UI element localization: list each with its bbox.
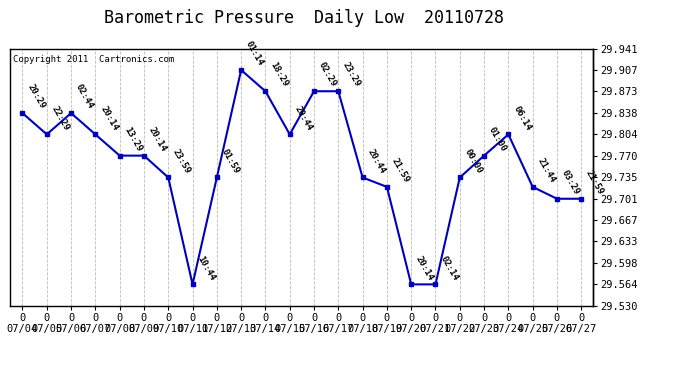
Text: 03:29: 03:29 [560,168,581,196]
Text: 21:44: 21:44 [535,157,557,184]
Text: 20:14: 20:14 [147,125,168,153]
Text: 20:14: 20:14 [98,104,119,132]
Text: 23:59: 23:59 [171,147,193,175]
Text: 10:44: 10:44 [195,254,217,282]
Text: 01:14: 01:14 [244,40,265,68]
Text: Copyright 2011  Cartronics.com: Copyright 2011 Cartronics.com [13,55,175,64]
Text: 13:29: 13:29 [123,125,144,153]
Text: 06:14: 06:14 [511,104,533,132]
Text: 02:14: 02:14 [438,254,460,282]
Text: 02:44: 02:44 [74,83,95,111]
Text: 21:59: 21:59 [390,157,411,184]
Text: 18:29: 18:29 [268,61,290,89]
Text: 01:59: 01:59 [219,147,241,175]
Text: 20:14: 20:14 [414,254,435,282]
Text: 22:29: 22:29 [50,104,71,132]
Text: Barometric Pressure  Daily Low  20110728: Barometric Pressure Daily Low 20110728 [104,9,504,27]
Text: 20:44: 20:44 [366,147,387,175]
Text: 02:29: 02:29 [317,61,338,89]
Text: 00:00: 00:00 [463,147,484,175]
Text: 21:59: 21:59 [584,168,605,196]
Text: 20:29: 20:29 [26,83,47,111]
Text: 20:44: 20:44 [293,104,314,132]
Text: 01:00: 01:00 [487,125,509,153]
Text: 23:29: 23:29 [342,61,362,89]
